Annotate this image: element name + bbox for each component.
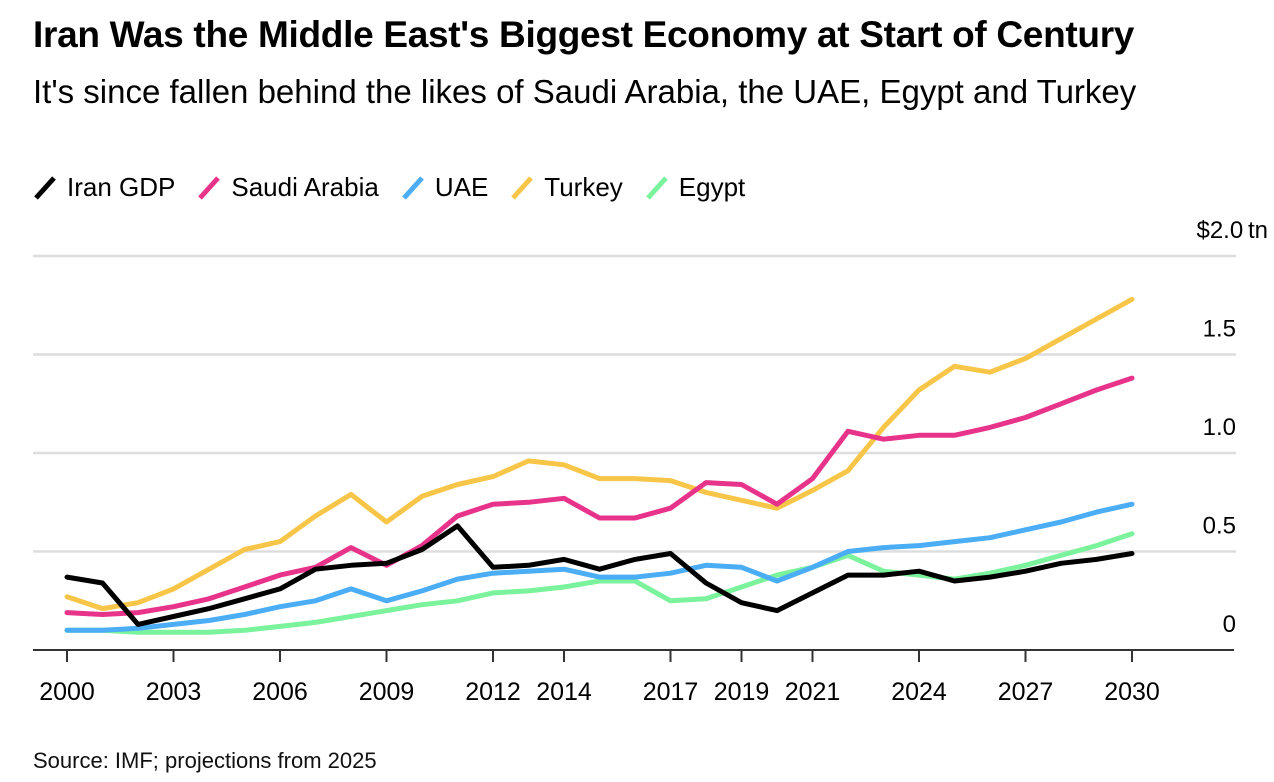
source-note: Source: IMF; projections from 2025 (33, 748, 377, 773)
legend-item-turkey: Turkey (510, 172, 623, 203)
legend-label-egypt: Egypt (678, 172, 746, 202)
x-tick-label: 2003 (146, 678, 202, 706)
x-tick-label: 2012 (465, 678, 521, 706)
legend-label-uae: UAE (434, 172, 489, 202)
series-line-saudi-arabia (64, 375, 1135, 617)
legend-label-saudi-arabia: Saudi Arabia (231, 172, 379, 202)
chart-title: Iran Was the Middle East's Biggest Econo… (33, 14, 1135, 55)
legend-swatch-iran (34, 175, 56, 200)
x-tick-label: 2027 (998, 678, 1054, 706)
x-tick-label: 2021 (785, 678, 841, 706)
legend: Iran GDP Saudi Arabia UAE Turkey Egypt (33, 172, 767, 203)
legend-swatch-turkey (511, 175, 534, 200)
legend-item-saudi-arabia: Saudi Arabia (197, 172, 379, 203)
legend-item-egypt: Egypt (645, 172, 746, 203)
y-axis-ticks: 0 0.5 1.0 1.5 $2.0 tn (1196, 217, 1268, 638)
y-tick-label: 0.5 (1203, 513, 1236, 540)
y-tick-label: $2.0 tn (1196, 217, 1268, 244)
x-tick-label: 2009 (359, 678, 415, 706)
legend-swatch-egypt (645, 175, 668, 200)
x-tick-label: 2030 (1104, 678, 1160, 706)
legend-item-uae: UAE (401, 172, 488, 203)
series-lines (64, 296, 1135, 635)
legend-swatch-uae (401, 175, 424, 200)
legend-label-turkey: Turkey (544, 172, 623, 202)
x-axis: 2000 2003 2006 2009 2012 2014 2017 2019 2021 2024… (33, 649, 1234, 706)
series-line-iran-gdp (64, 523, 1135, 627)
series-line-uae (64, 501, 1135, 633)
y-tick-label: 1.5 (1203, 316, 1236, 343)
x-tick-label: 2014 (536, 678, 592, 706)
series-line-turkey (64, 296, 1135, 612)
x-tick-label: 2019 (714, 678, 770, 706)
x-tick-label: 2006 (252, 678, 308, 706)
x-tick-label: 2017 (643, 678, 699, 706)
y-tick-label: 0 (1223, 611, 1236, 638)
x-tick-label: 2000 (39, 678, 95, 706)
x-tick-label: 2024 (891, 678, 947, 706)
legend-item-iran: Iran GDP (33, 172, 175, 203)
chart-subtitle: It's since fallen behind the likes of Sa… (33, 73, 1137, 110)
y-tick-label: 1.0 (1203, 414, 1236, 441)
legend-label-iran: Iran GDP (67, 172, 176, 202)
legend-swatch-saudi-arabia (198, 175, 221, 200)
